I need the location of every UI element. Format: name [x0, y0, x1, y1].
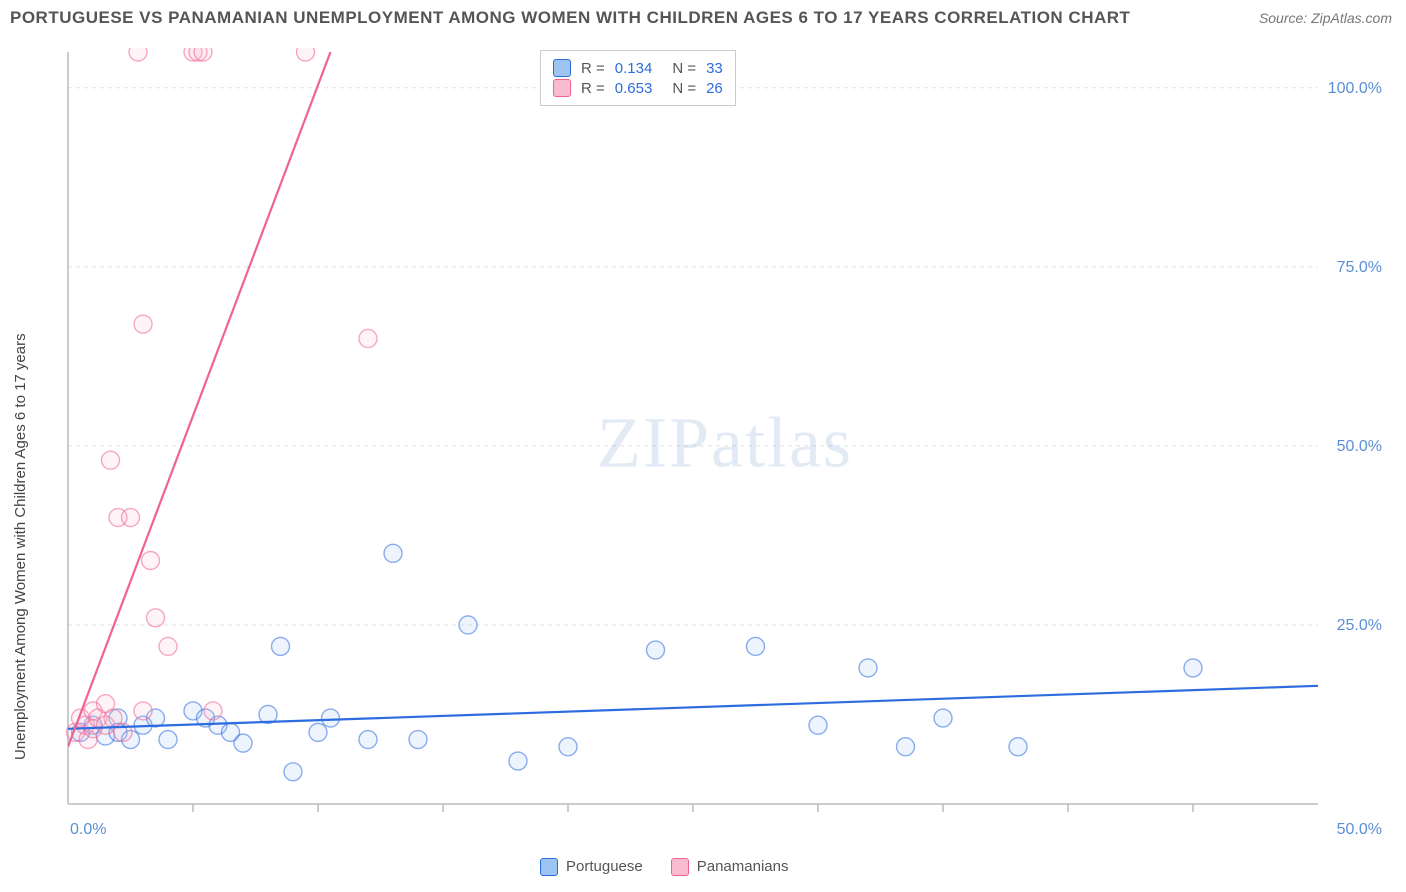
- svg-text:25.0%: 25.0%: [1337, 617, 1382, 634]
- svg-text:100.0%: 100.0%: [1328, 80, 1382, 97]
- legend-n-label: N =: [672, 60, 696, 77]
- legend-r-value: 0.134: [615, 60, 653, 77]
- chart-plot-area: 25.0%50.0%75.0%100.0%0.0%50.0% ZIPatlas: [60, 48, 1390, 838]
- legend-series: Portuguese Panamanians: [540, 858, 788, 876]
- legend-series-item: Portuguese: [540, 858, 643, 876]
- chart-svg: 25.0% 50.0% 75.0% 100.0% 0.0% 50.0%: [60, 48, 1390, 838]
- legend-series-label: Panamanians: [697, 858, 789, 875]
- legend-series-label: Portuguese: [566, 858, 643, 875]
- chart-title: PORTUGUESE VS PANAMANIAN UNEMPLOYMENT AM…: [10, 8, 1130, 28]
- legend-series-item: Panamanians: [671, 858, 789, 876]
- svg-text:0.0%: 0.0%: [70, 821, 106, 838]
- legend-r-label: R =: [581, 80, 605, 97]
- y-axis-label: Unemployment Among Women with Children A…: [12, 333, 29, 760]
- svg-text:50.0%: 50.0%: [1337, 821, 1382, 838]
- legend-r-value: 0.653: [615, 80, 653, 97]
- legend-swatch: [540, 858, 558, 876]
- svg-text:75.0%: 75.0%: [1337, 259, 1382, 276]
- legend-correlation-row: R = 0.653 N = 26: [553, 79, 723, 97]
- svg-text:50.0%: 50.0%: [1337, 438, 1382, 455]
- legend-swatch: [671, 858, 689, 876]
- legend-swatch: [553, 59, 571, 77]
- legend-n-value: 26: [706, 80, 723, 97]
- legend-n-value: 33: [706, 60, 723, 77]
- legend-swatch: [553, 79, 571, 97]
- legend-correlation: R = 0.134 N = 33 R = 0.653 N = 26: [540, 50, 736, 106]
- legend-correlation-row: R = 0.134 N = 33: [553, 59, 723, 77]
- legend-r-label: R =: [581, 60, 605, 77]
- legend-n-label: N =: [672, 80, 696, 97]
- source-label: Source: ZipAtlas.com: [1259, 10, 1392, 26]
